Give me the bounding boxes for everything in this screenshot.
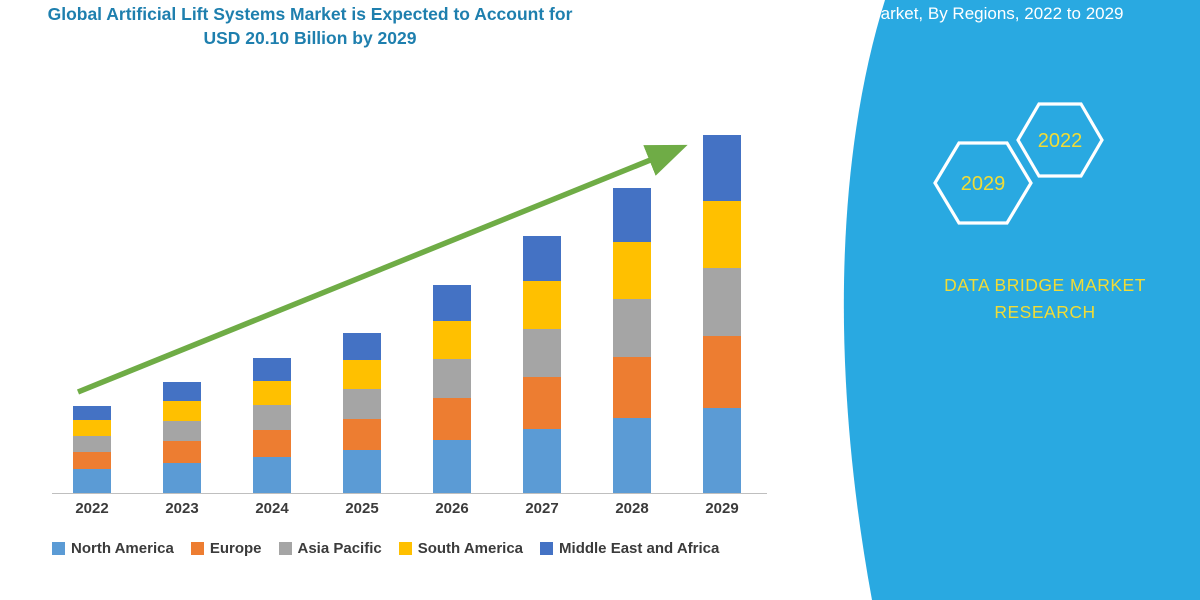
x-axis-label: 2027 <box>525 500 559 517</box>
hexagon-label-2022: 2022 <box>1038 130 1083 152</box>
bar-segment <box>253 405 291 431</box>
bar-segment <box>433 398 471 440</box>
bar-segment <box>163 420 201 442</box>
bar-2022 <box>73 405 111 493</box>
x-axis-label: 2022 <box>75 500 109 517</box>
bar-segment <box>703 268 741 336</box>
x-axis-label: 2028 <box>615 500 649 517</box>
legend-swatch <box>190 542 204 555</box>
x-axis: 2022 2023 2024 2025 2026 2027 2028 2029 <box>52 500 767 522</box>
bar-segment <box>253 430 291 457</box>
legend-item: North America <box>52 540 174 557</box>
brand-line2: RESEARCH <box>994 302 1096 322</box>
chart-title-line1: Global Artificial Lift Systems Market is… <box>47 4 573 24</box>
legend-item: Middle East and Africa <box>540 540 719 557</box>
brand-line1: DATA BRIDGE MARKET <box>944 275 1146 295</box>
legend-label: Middle East and Africa <box>559 540 720 557</box>
hexagon-2029 <box>933 141 1033 225</box>
bar-segment <box>73 405 111 421</box>
x-axis-label: 2024 <box>255 500 289 517</box>
x-axis-label: 2025 <box>345 500 379 517</box>
bar-segment <box>703 201 741 269</box>
bar-segment <box>73 436 111 453</box>
hexagon-badges: 2029 2022 <box>933 102 1104 225</box>
bar-2029 <box>703 135 741 493</box>
bar-segment <box>343 450 381 493</box>
x-axis-label: 2023 <box>165 500 199 517</box>
bar-segment <box>343 419 381 451</box>
legend-swatch <box>540 542 554 555</box>
x-axis-label: 2026 <box>435 500 469 517</box>
bar-segment <box>703 135 741 202</box>
legend-label: South America <box>417 540 524 557</box>
brand-name: DATA BRIDGE MARKET RESEARCH <box>900 272 1190 326</box>
bar-segment <box>523 428 561 493</box>
chart-title-line2: USD 20.10 Billion by 2029 <box>203 28 417 48</box>
legend-swatch <box>278 542 292 555</box>
legend-label: Europe <box>209 540 262 557</box>
bar-segment <box>433 439 471 493</box>
legend-label: North America <box>71 540 174 557</box>
bar-segment <box>163 400 201 421</box>
bar-segment <box>73 469 111 493</box>
legend-item: Europe <box>190 540 262 557</box>
legend-label: Asia Pacific <box>297 540 382 557</box>
legend-swatch <box>52 542 65 555</box>
bar-segment <box>613 418 651 493</box>
legend-swatch <box>398 542 412 555</box>
bar-segment <box>73 452 111 469</box>
bar-segment <box>73 420 111 437</box>
bar-segment <box>703 407 741 493</box>
right-panel-title: Market, By Regions, 2022 to 2029 <box>866 4 1124 23</box>
swoosh-shape <box>843 0 1200 600</box>
hexagon-label-2029: 2029 <box>961 173 1006 195</box>
legend-item: Asia Pacific <box>278 540 382 557</box>
chart-title: Global Artificial Lift Systems Market is… <box>40 2 580 50</box>
bar-segment <box>163 441 201 463</box>
bar-segment <box>163 462 201 493</box>
bar-segment <box>253 456 291 493</box>
hexagon-2022 <box>1016 102 1104 178</box>
x-axis-label: 2029 <box>705 500 739 517</box>
bar-segment <box>703 335 741 408</box>
legend: North America Europe Asia Pacific South Ame… <box>52 540 792 557</box>
legend-item: South America <box>398 540 524 557</box>
